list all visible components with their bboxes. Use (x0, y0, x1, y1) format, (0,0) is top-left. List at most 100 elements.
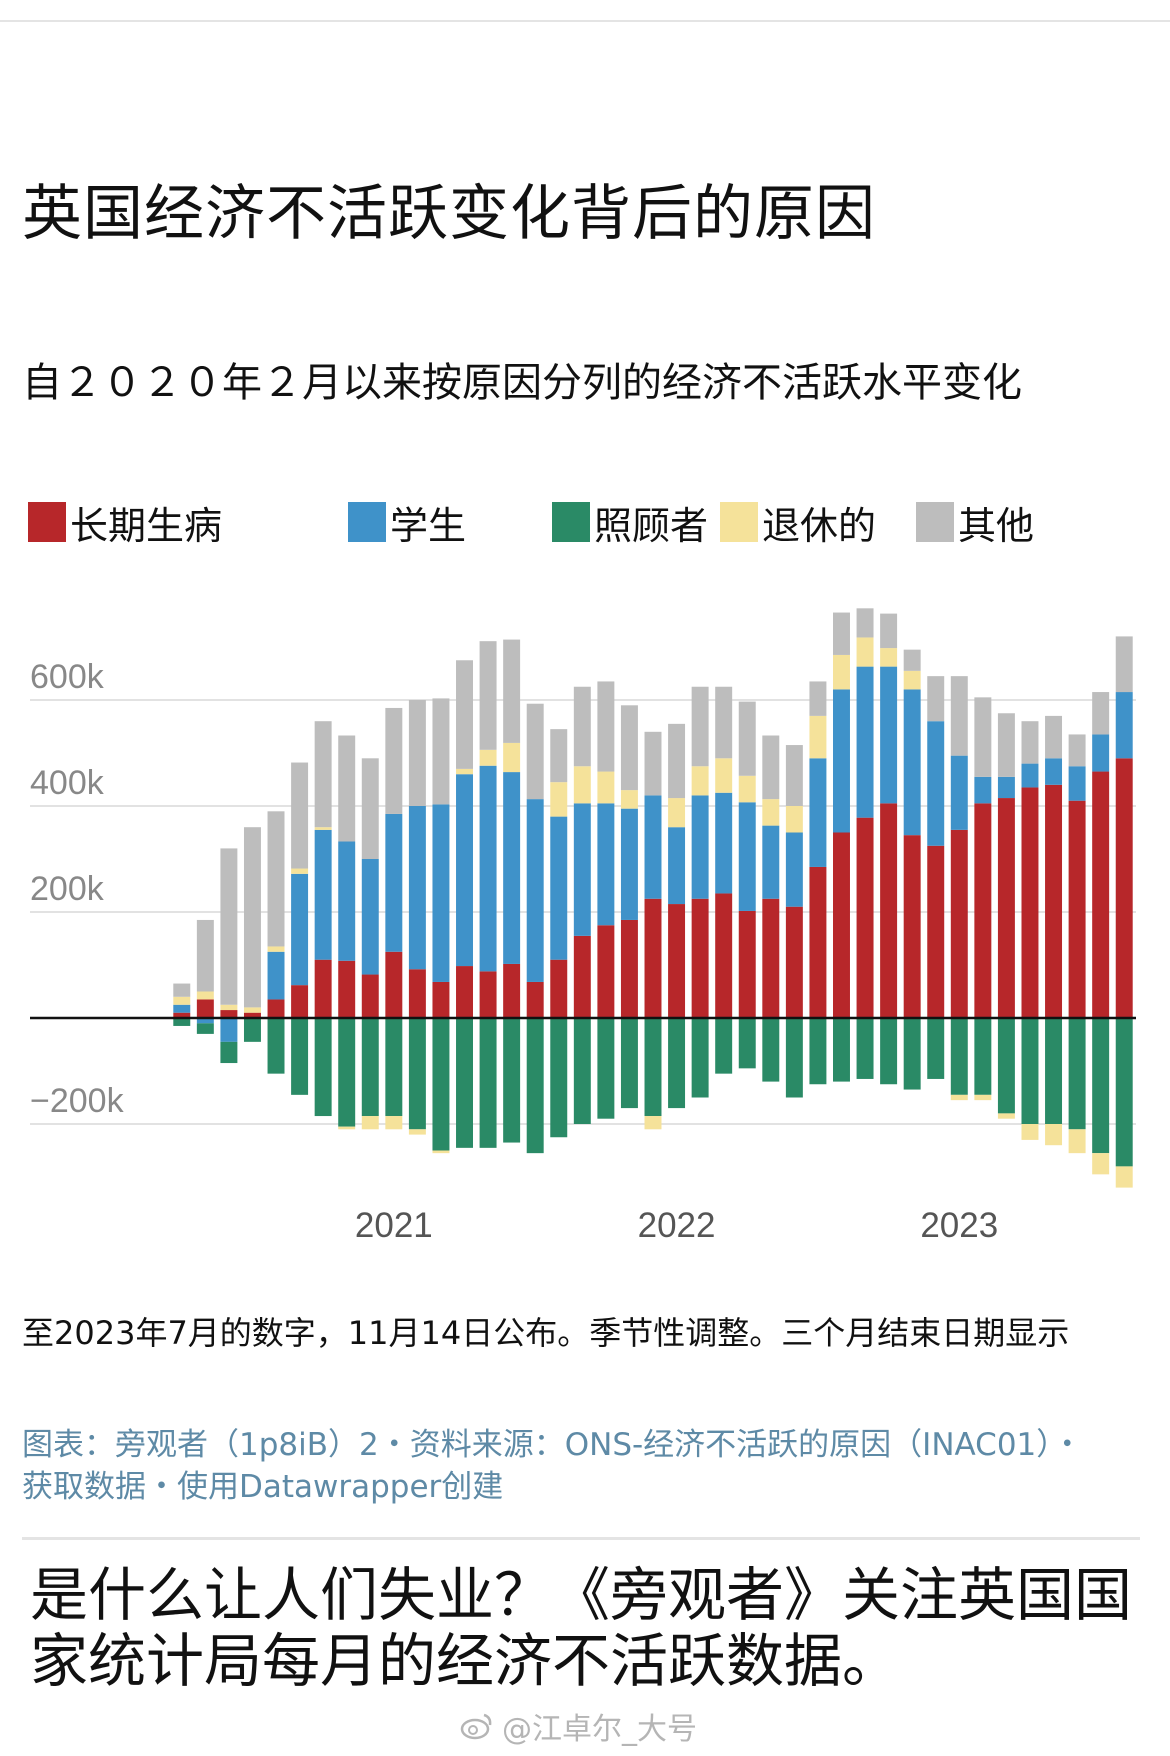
bar-segment (338, 1018, 356, 1127)
bar-segment (314, 827, 332, 830)
bar-segment (196, 1023, 214, 1034)
bar-segment (220, 1004, 238, 1011)
legend-swatch (916, 502, 954, 542)
bar-segment (715, 1018, 733, 1074)
bar-segment (833, 1018, 850, 1082)
bar-segment (479, 641, 497, 750)
bar-segment (903, 649, 921, 671)
bar-segment (456, 966, 473, 1018)
legend-swatch (720, 502, 758, 542)
bar-segment (432, 698, 450, 805)
bar-segment (243, 1007, 261, 1013)
bar-segment (243, 1012, 261, 1018)
legend-label: 长期生病 (70, 503, 223, 548)
bar-segment (314, 1018, 332, 1117)
bar-segment (950, 755, 968, 830)
bar-segment (950, 829, 968, 1018)
bar-segment (833, 689, 850, 833)
bar-segment (220, 1018, 238, 1042)
bar-segment (950, 1094, 968, 1101)
bar-segment (385, 1116, 403, 1130)
bar-segment (597, 925, 615, 1018)
bar-segment (291, 873, 309, 986)
bar-segment (856, 666, 874, 818)
bar-segment (550, 1018, 568, 1138)
bar-segment (1045, 758, 1063, 785)
bar-segment (550, 816, 568, 960)
bar-segment (361, 974, 379, 1018)
bar-segment (408, 969, 426, 1018)
bar-segment (526, 703, 544, 800)
bar-segment (809, 866, 827, 1018)
article-caption: 是什么让人们失业？《旁观者》关注英国国家统计局每月的经济不活跃数据。 (30, 1561, 1133, 1695)
bar-segment (809, 1018, 827, 1085)
bar-segment (361, 758, 379, 859)
bar-segment (1115, 1166, 1133, 1188)
bar-segment (974, 803, 992, 1018)
bar-segment (573, 935, 591, 1018)
legend-item-long-term-sick: 长期生病 (28, 498, 222, 548)
bar-segment (644, 731, 662, 796)
bar-segment (856, 608, 874, 638)
bar-segment (573, 686, 591, 767)
bar-segment (620, 919, 638, 1018)
legend-label: 退休的 (762, 503, 877, 548)
bar-segment (573, 803, 591, 936)
bar-segment (385, 1018, 403, 1117)
legend-label: 照顾者 (594, 503, 709, 548)
bar-segment (503, 742, 521, 773)
bar-segment (196, 1018, 214, 1024)
bar-segment (432, 1018, 450, 1151)
bar-segment (314, 829, 332, 960)
y-tick-label: −200k (30, 1082, 125, 1120)
bar-segment (456, 774, 473, 967)
legend-label: 其他 (958, 503, 1035, 548)
bar-segment (503, 963, 521, 1018)
chart-subtitle: 自２０２０年２月以来按原因分列的经济不活跃水平变化 (22, 360, 1022, 406)
bar-segment (338, 841, 356, 961)
bar-segment (927, 1018, 945, 1079)
bar-segment (1045, 1018, 1063, 1124)
bar-segment (620, 1018, 638, 1109)
bar-segment (291, 868, 309, 874)
bar-segment (220, 848, 238, 1005)
bar-segment (785, 806, 803, 833)
bar-segment (291, 762, 309, 869)
bar-segment (1045, 784, 1063, 1018)
y-tick-label: 400k (30, 764, 105, 802)
bar-segment (715, 758, 733, 793)
bar-segment (1021, 721, 1039, 764)
bar-segment (927, 676, 945, 722)
bar-segment (173, 983, 191, 997)
x-tick-label: 2022 (638, 1206, 716, 1245)
bar-segment (267, 946, 285, 952)
bar-segment (432, 1150, 450, 1154)
bar-segment (903, 689, 921, 836)
bar-segment (950, 1018, 968, 1095)
bar-segment (833, 654, 850, 690)
bar-segment (1068, 766, 1086, 801)
bar-segment (338, 1126, 356, 1130)
bar-segment (691, 1018, 709, 1098)
bar-segment (620, 705, 638, 791)
bar-segment (573, 766, 591, 804)
bar-segment (880, 1018, 898, 1085)
bar-segment (173, 1018, 191, 1026)
bar-segment (620, 790, 638, 809)
y-tick-label: 600k (30, 658, 105, 696)
bar-segment (762, 799, 780, 826)
bar-segment (479, 765, 497, 972)
bar-segment (1115, 692, 1133, 759)
bar-segment (809, 758, 827, 867)
bar-segment (1092, 734, 1110, 772)
bar-segment (1115, 636, 1133, 693)
bar-segment (809, 681, 827, 716)
bar-segment (738, 701, 756, 776)
bar-segment (291, 1018, 309, 1095)
bar-segment (267, 951, 285, 1000)
x-tick-label: 2021 (355, 1206, 433, 1245)
bar-segment (1092, 692, 1110, 735)
bar-segment (715, 686, 733, 759)
bar-segment (1045, 715, 1063, 759)
bar-segment (997, 776, 1015, 799)
